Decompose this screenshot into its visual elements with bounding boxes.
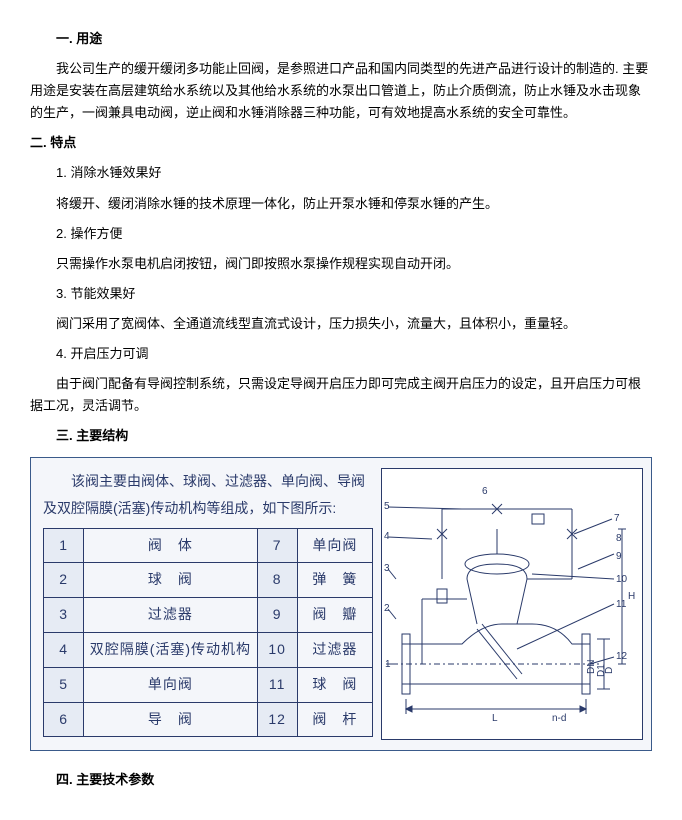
- diagram-label-6: 6: [482, 486, 488, 497]
- diagram-dim-d: D: [604, 667, 615, 674]
- part-name: 单向阀: [84, 667, 257, 702]
- table-row: 4双腔隔膜(活塞)传动机构10过滤器: [44, 632, 373, 667]
- part-name: 单向阀: [297, 528, 372, 563]
- diagram-label-9: 9: [616, 551, 622, 562]
- section-2-title: 二. 特点: [30, 132, 652, 154]
- diagram-label-5: 5: [384, 501, 390, 512]
- structure-description: 该阀主要由阀体、球阀、过滤器、单向阀、导阀及双腔隔膜(活塞)传动机构等组成，如下…: [43, 468, 373, 521]
- part-number: 8: [257, 563, 297, 598]
- diagram-label-11: 11: [616, 599, 627, 610]
- part-number: 6: [44, 702, 84, 737]
- feature-1-body: 将缓开、缓闭消除水锤的技术原理一体化，防止开泵水锤和停泵水锤的产生。: [30, 193, 652, 215]
- feature-4-body: 由于阀门配备有导阀控制系统，只需设定导阀开启压力即可完成主阀开启压力的设定，且开…: [30, 373, 652, 417]
- part-name: 球 阀: [84, 563, 257, 598]
- part-number: 7: [257, 528, 297, 563]
- feature-2-title: 2. 操作方便: [30, 223, 652, 245]
- part-name: 阀 瓣: [297, 598, 372, 633]
- diagram-label-8: 8: [616, 533, 622, 544]
- diagram-label-10: 10: [616, 574, 628, 585]
- diagram-label-7: 7: [614, 513, 620, 524]
- section-1-title: 一. 用途: [30, 28, 652, 50]
- part-name: 导 阀: [84, 702, 257, 737]
- section-4-title: 四. 主要技术参数: [30, 769, 652, 791]
- diagram-label-4: 4: [384, 531, 390, 542]
- structure-diagram-column: 1 2 3 4 5 6 7 8 9 10 11 12 L H DN D1 D n…: [373, 468, 643, 740]
- part-name: 双腔隔膜(活塞)传动机构: [84, 632, 257, 667]
- part-name: 阀 杆: [297, 702, 372, 737]
- part-number: 5: [44, 667, 84, 702]
- diagram-label-12: 12: [616, 651, 628, 662]
- diagram-dim-nd: n-d: [552, 713, 566, 724]
- diagram-dim-l: L: [492, 713, 498, 724]
- part-name: 弹 簧: [297, 563, 372, 598]
- feature-1-title: 1. 消除水锤效果好: [30, 162, 652, 184]
- part-number: 3: [44, 598, 84, 633]
- structure-left-column: 该阀主要由阀体、球阀、过滤器、单向阀、导阀及双腔隔膜(活塞)传动机构等组成，如下…: [43, 468, 373, 737]
- feature-3-title: 3. 节能效果好: [30, 283, 652, 305]
- table-row: 1阀 体7单向阀: [44, 528, 373, 563]
- part-number: 9: [257, 598, 297, 633]
- part-number: 12: [257, 702, 297, 737]
- table-row: 3过滤器9阀 瓣: [44, 598, 373, 633]
- table-row: 6导 阀12阀 杆: [44, 702, 373, 737]
- part-name: 球 阀: [297, 667, 372, 702]
- part-name: 过滤器: [84, 598, 257, 633]
- feature-4-title: 4. 开启压力可调: [30, 343, 652, 365]
- feature-2-body: 只需操作水泵电机启闭按钮，阀门即按照水泵操作规程实现自动开闭。: [30, 253, 652, 275]
- diagram-label-2: 2: [384, 603, 390, 614]
- structure-panel: 该阀主要由阀体、球阀、过滤器、单向阀、导阀及双腔隔膜(活塞)传动机构等组成，如下…: [30, 457, 652, 751]
- diagram-dim-h: H: [628, 591, 635, 602]
- parts-table: 1阀 体7单向阀2球 阀8弹 簧3过滤器9阀 瓣4双腔隔膜(活塞)传动机构10过…: [43, 528, 373, 738]
- table-row: 5单向阀11球 阀: [44, 667, 373, 702]
- diagram-label-3: 3: [384, 563, 390, 574]
- feature-3-body: 阀门采用了宽阀体、全通道流线型直流式设计，压力损失小，流量大，且体积小，重量轻。: [30, 313, 652, 335]
- part-number: 2: [44, 563, 84, 598]
- section-1-paragraph: 我公司生产的缓开缓闭多功能止回阀，是参照进口产品和国内同类型的先进产品进行设计的…: [30, 58, 652, 124]
- part-number: 4: [44, 632, 84, 667]
- part-name: 阀 体: [84, 528, 257, 563]
- part-number: 11: [257, 667, 297, 702]
- table-row: 2球 阀8弹 簧: [44, 563, 373, 598]
- section-3-title: 三. 主要结构: [30, 425, 652, 447]
- part-number: 10: [257, 632, 297, 667]
- valve-diagram: 1 2 3 4 5 6 7 8 9 10 11 12 L H DN D1 D n…: [381, 468, 643, 740]
- part-number: 1: [44, 528, 84, 563]
- diagram-label-1: 1: [385, 659, 391, 670]
- part-name: 过滤器: [297, 632, 372, 667]
